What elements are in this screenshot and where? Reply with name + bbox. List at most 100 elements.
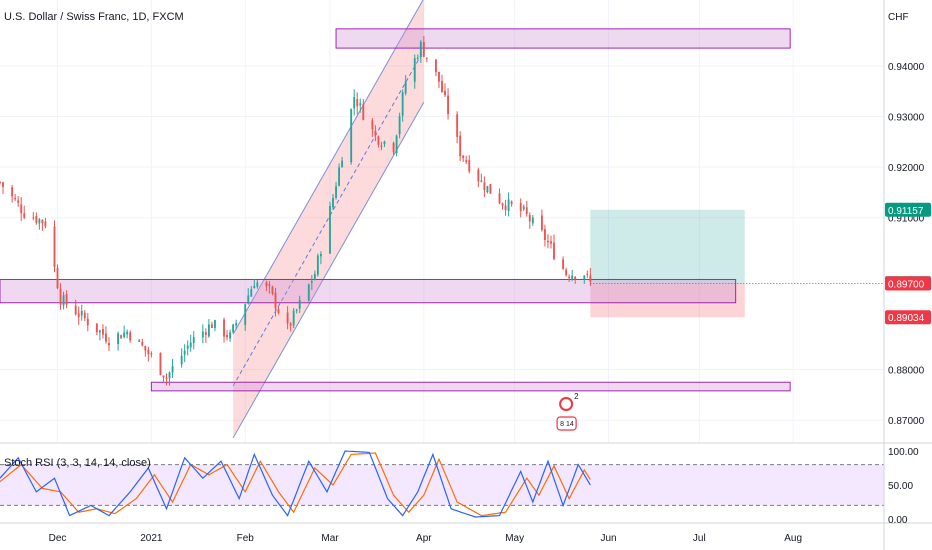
candle <box>292 307 295 329</box>
candle <box>329 201 331 254</box>
stoch-rsi-label: Stoch RSI (3, 3, 14, 14, close) <box>4 457 151 469</box>
candle <box>214 319 216 332</box>
candle <box>180 348 183 368</box>
price-tick-label: 0.94000 <box>888 62 925 73</box>
candle <box>165 373 168 386</box>
stoch-rsi-tick-label: 100.00 <box>888 447 919 458</box>
candle <box>65 290 68 309</box>
channel-upper-line <box>232 0 424 335</box>
time-tick-label: May <box>505 533 524 544</box>
candle <box>540 209 543 232</box>
candle <box>56 264 59 290</box>
position-stop-zone <box>590 283 745 318</box>
position-target-zone <box>590 209 745 284</box>
candle <box>229 329 232 342</box>
time-tick-label: 2021 <box>140 533 163 544</box>
time-tick-label: Jul <box>693 533 706 544</box>
candle <box>105 326 107 344</box>
candle <box>95 323 98 336</box>
overlay-layer: 2 8 14 <box>556 283 884 431</box>
candle <box>380 141 383 151</box>
candle <box>335 181 337 200</box>
candle <box>510 200 513 207</box>
candle <box>286 306 289 330</box>
candle <box>44 217 47 229</box>
candle <box>401 89 404 122</box>
candle <box>395 134 398 157</box>
event-marker-icon[interactable] <box>559 397 574 411</box>
channel-mid-line <box>232 50 425 387</box>
candle <box>20 196 23 221</box>
candle <box>319 251 322 265</box>
candle <box>371 117 374 137</box>
svg-text:0.91157: 0.91157 <box>888 206 924 217</box>
candle <box>0 181 1 185</box>
currency-label: CHF <box>888 12 909 23</box>
support-zone-mid <box>0 278 737 304</box>
candle <box>522 204 525 211</box>
candle <box>298 295 301 314</box>
time-tick-label: Aug <box>784 533 802 544</box>
candle <box>480 173 483 183</box>
candle <box>62 291 65 310</box>
stoch-rsi-tick-label: 50.00 <box>888 481 913 492</box>
candle <box>192 331 195 350</box>
support-zone-bottom <box>150 381 791 392</box>
candle <box>425 57 428 63</box>
candle <box>268 281 271 294</box>
candle <box>543 224 546 247</box>
candle <box>235 319 238 330</box>
candle <box>32 211 35 221</box>
candle <box>444 83 446 97</box>
candle <box>120 334 123 339</box>
price-label: 0.89034 <box>885 310 931 325</box>
candle <box>86 313 89 332</box>
candle <box>171 358 174 378</box>
candle <box>168 371 171 386</box>
candle <box>307 283 310 302</box>
candle <box>295 308 298 314</box>
candle <box>356 92 359 115</box>
stoch-rsi-tick-label: 0.00 <box>888 515 908 526</box>
candle <box>226 330 228 341</box>
candle <box>501 202 504 210</box>
candle <box>147 346 150 362</box>
candle <box>274 287 277 317</box>
candle <box>253 279 256 289</box>
stoch-rsi-band <box>0 464 884 506</box>
candle <box>204 328 207 344</box>
candle <box>586 270 589 279</box>
price-tick-label: 0.91000 <box>888 214 925 225</box>
candle <box>392 141 395 155</box>
candle <box>316 253 319 277</box>
zones-layer <box>0 0 884 443</box>
candle <box>313 270 316 281</box>
time-tick-label: Dec <box>49 533 67 544</box>
candle <box>489 183 492 194</box>
candle <box>413 54 416 89</box>
chart-title: U.S. Dollar / Swiss Franc, 1D, FXCM <box>4 11 184 23</box>
candle <box>117 331 120 351</box>
candle <box>59 283 62 310</box>
candle <box>574 276 577 284</box>
candles-layer <box>0 35 592 386</box>
candle <box>35 212 38 225</box>
candle <box>74 299 77 316</box>
calendar-icon[interactable] <box>556 416 577 431</box>
candle <box>17 196 20 207</box>
candle <box>23 205 26 220</box>
candle <box>186 340 189 356</box>
candle <box>486 185 489 194</box>
svg-text:0.89034: 0.89034 <box>888 313 925 324</box>
candle <box>232 323 235 334</box>
candle <box>359 98 362 113</box>
candle <box>223 317 225 343</box>
candle <box>419 40 422 63</box>
price-tick-label: 0.88000 <box>888 366 925 377</box>
candle <box>398 112 401 139</box>
candle <box>341 156 344 168</box>
candle <box>101 324 104 339</box>
candle <box>77 306 80 325</box>
price-tick-label: 0.92000 <box>888 163 925 174</box>
